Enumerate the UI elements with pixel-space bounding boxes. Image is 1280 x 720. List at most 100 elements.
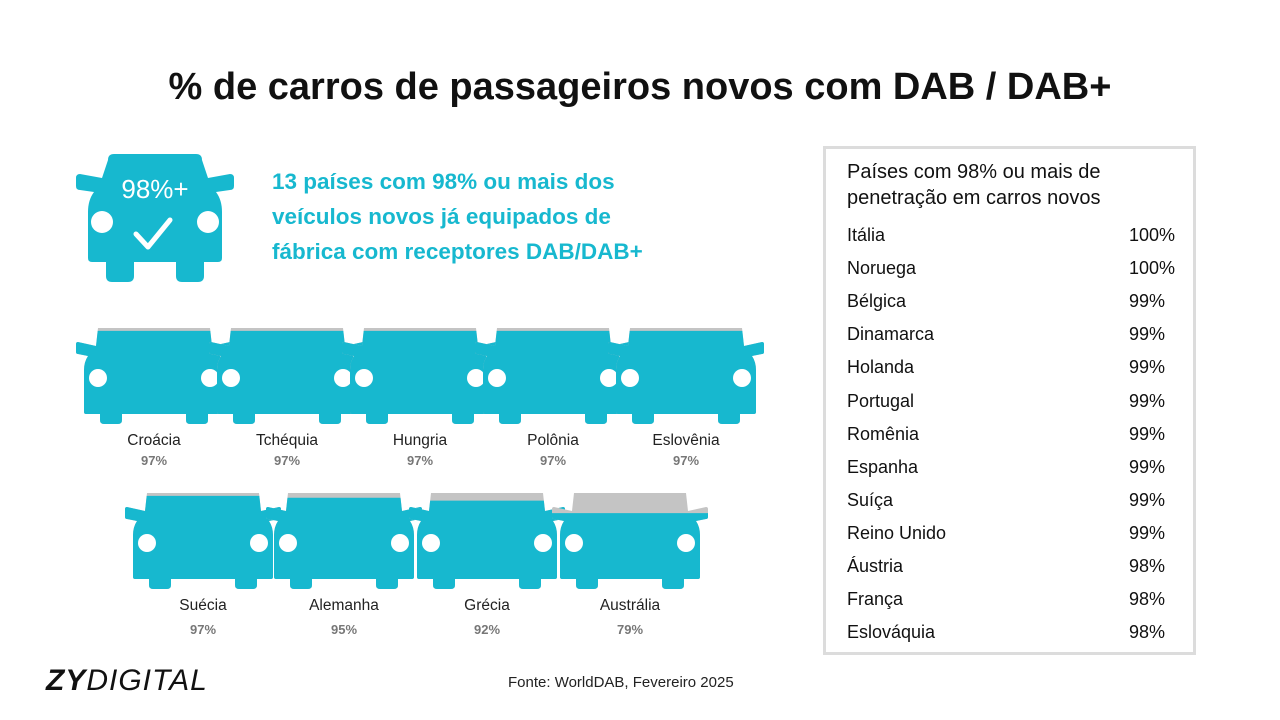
car-percent-label: 97% — [406, 453, 434, 468]
car-fill-bar — [266, 497, 422, 589]
hero-badge: 98%+ — [121, 174, 188, 204]
table-row: Espanha 99% — [847, 457, 1182, 487]
table-row: Portugal 99% — [847, 391, 1182, 421]
table-title-line: penetração em carros novos — [847, 187, 1101, 209]
car-country-label: Hungria — [392, 432, 448, 449]
logo-bold: ZY — [46, 664, 87, 697]
car-country-label: Austrália — [599, 597, 661, 614]
row-country: Espanha — [847, 456, 919, 477]
car-percent-label: 95% — [330, 622, 358, 637]
row-value: 99% — [1129, 390, 1166, 411]
row-value: 100% — [1129, 225, 1176, 245]
car-headlight — [201, 369, 219, 387]
row-country: Noruega — [847, 258, 917, 279]
car-percent-label: 97% — [140, 453, 168, 468]
hero-text: 13 países com 98% ou mais dos veículos n… — [272, 164, 742, 269]
car-percent-label: 97% — [539, 453, 567, 468]
row-value: 98% — [1129, 589, 1166, 610]
car-country-label: Croácia — [127, 432, 181, 449]
row-value: 99% — [1129, 423, 1166, 444]
row-country: Eslováquia — [847, 622, 936, 643]
car-headlight — [621, 369, 639, 387]
hero-car-icon: 98%+ — [76, 154, 234, 282]
car-country-label: Eslovênia — [652, 432, 720, 449]
row-country: Bélgica — [847, 291, 907, 312]
logo-light: DIGITAL — [86, 664, 208, 697]
car-percent-label: 79% — [616, 622, 644, 637]
car-headlight — [488, 369, 506, 387]
car-fill-bar — [475, 330, 631, 424]
car-icon — [552, 493, 708, 589]
car-headlight — [222, 369, 240, 387]
car-country-label: Alemanha — [309, 597, 379, 614]
car-country-label: Polônia — [527, 432, 579, 449]
car-icon — [475, 328, 631, 424]
car-country-label: Suécia — [179, 597, 227, 614]
row-country: Reino Unido — [847, 522, 947, 543]
table-row: Holanda 99% — [847, 357, 1182, 387]
car-icon — [76, 328, 232, 424]
car-fill-bar — [409, 500, 565, 589]
row-country: Dinamarca — [847, 324, 935, 345]
car-fill-bar — [552, 513, 708, 589]
car-fill-bar — [76, 330, 232, 424]
row-country: Romênia — [847, 423, 920, 444]
row-country: Holanda — [847, 357, 915, 378]
car-headlight — [391, 534, 409, 552]
car-headlight — [733, 369, 751, 387]
row-value: 99% — [1129, 456, 1166, 477]
row-value: 99% — [1129, 291, 1166, 312]
car-headlight — [467, 369, 485, 387]
table-title-line: Países com 98% ou mais de — [847, 161, 1101, 183]
row-value: 99% — [1129, 324, 1166, 345]
car-fill-bar — [125, 495, 281, 589]
car-headlight — [334, 369, 352, 387]
zy-digital-logo: ZYDIGITAL — [46, 664, 208, 698]
table-title: Países com 98% ou mais de penetração em … — [847, 159, 1177, 211]
page-title: % de carros de passageiros novos com DAB… — [168, 66, 1112, 108]
car-headlight — [677, 534, 695, 552]
car-headlight — [600, 369, 618, 387]
car-percent-label: 97% — [672, 453, 700, 468]
car-headlight — [355, 369, 373, 387]
row-country: Itália — [847, 225, 886, 245]
row-value: 99% — [1129, 489, 1166, 510]
table-row: França 98% — [847, 589, 1182, 619]
table-row: Itália 100% — [847, 225, 1182, 255]
car-fill-bar — [342, 330, 498, 424]
car-icon — [209, 328, 365, 424]
country-table: Países com 98% ou mais de penetração em … — [823, 146, 1196, 655]
car-headlight — [250, 534, 268, 552]
table-row: Romênia 99% — [847, 424, 1182, 454]
car-country-label: Tchéquia — [255, 432, 319, 449]
car-icon — [266, 493, 422, 589]
car-icon — [409, 493, 565, 589]
table-row: Áustria 98% — [847, 556, 1182, 586]
row-country: Áustria — [847, 556, 904, 576]
row-value: 99% — [1129, 522, 1166, 543]
car-percent-label: 92% — [473, 622, 501, 637]
car-headlight — [565, 534, 583, 552]
table-row: Bélgica 99% — [847, 291, 1182, 321]
car-headlight — [279, 534, 297, 552]
row-country: Portugal — [847, 390, 915, 411]
car-headlight — [534, 534, 552, 552]
row-value: 98% — [1129, 556, 1166, 576]
car-percent-label: 97% — [189, 622, 217, 637]
car-country-label: Grécia — [464, 597, 510, 614]
table-row: Dinamarca 99% — [847, 324, 1182, 354]
row-country: França — [847, 589, 904, 610]
car-icon — [342, 328, 498, 424]
table-row: Suíça 99% — [847, 490, 1182, 520]
car-fill-bar — [209, 330, 365, 424]
hero-line: veículos novos já equipados de — [272, 204, 611, 229]
table-row: Eslováquia 98% — [847, 622, 1182, 652]
row-value: 98% — [1129, 622, 1166, 643]
car-icon — [608, 328, 764, 424]
row-value: 100% — [1129, 258, 1176, 279]
car-icon — [125, 493, 281, 589]
table-row: Reino Unido 99% — [847, 523, 1182, 553]
row-value: 99% — [1129, 357, 1166, 378]
row-country: Suíça — [847, 489, 894, 510]
car-headlight — [138, 534, 156, 552]
